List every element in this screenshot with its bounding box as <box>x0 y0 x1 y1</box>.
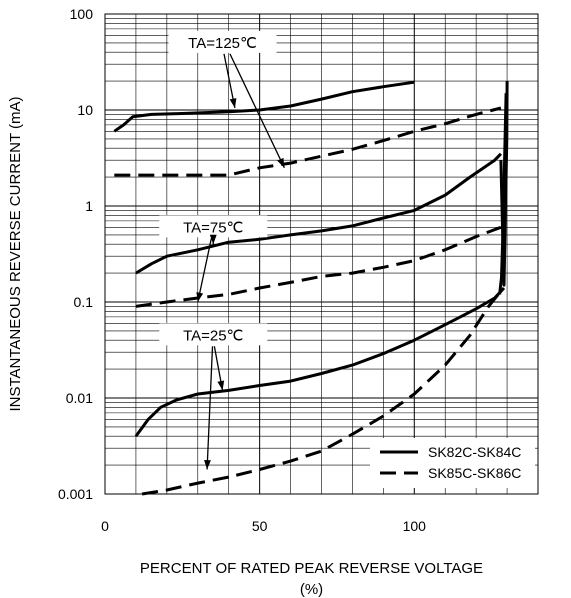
annotation-arrow <box>197 238 213 303</box>
series-line <box>113 80 415 133</box>
arrowhead <box>196 292 204 302</box>
y-axis-label: INSTANTANEOUS REVERSE CURRENT (mA) <box>7 96 24 411</box>
y-tick-label: 10 <box>77 102 93 118</box>
y-tick-label: 0.001 <box>58 486 93 502</box>
series-line <box>134 286 506 438</box>
x-tick-label: 100 <box>403 518 427 534</box>
annotation-bg <box>159 215 268 238</box>
y-tick-label: 1 <box>85 198 93 214</box>
annotation-bg <box>159 323 268 346</box>
arrowhead <box>204 459 211 470</box>
series-line <box>135 152 502 275</box>
y-axis-ticks: 100 10 1 0.1 0.01 0.001 <box>58 6 93 502</box>
x-axis-label: PERCENT OF RATED PEAK REVERSE VOLTAGE <box>140 560 483 577</box>
series-line <box>498 93 508 295</box>
arrowhead <box>209 234 217 245</box>
x-axis-ticks: 0 50 100 <box>101 518 426 534</box>
plot-frame <box>104 13 539 495</box>
arrowhead <box>277 157 285 168</box>
x-tick-label: 0 <box>101 518 109 534</box>
legend-label: SK82C-SK84C <box>428 444 521 460</box>
arrowhead <box>217 380 225 391</box>
y-tick-label: 0.1 <box>74 294 94 310</box>
y-tick-label: 0.01 <box>66 390 93 406</box>
series-line <box>141 290 503 496</box>
legend: SK82C-SK84C SK85C-SK86C <box>370 438 535 488</box>
y-tick-label: 100 <box>70 6 94 22</box>
annotations: TA=125℃ TA=75℃ TA=25℃ <box>159 30 285 470</box>
annotation-arrow <box>206 346 214 470</box>
annotation-label: TA=75℃ <box>183 219 243 236</box>
series-line <box>135 225 502 308</box>
annotation-arrow <box>229 53 285 169</box>
annotation-label: TA=125℃ <box>188 35 257 52</box>
x-tick-label: 50 <box>252 518 268 534</box>
series-line <box>114 106 502 177</box>
data-series <box>113 80 509 496</box>
grid <box>105 14 538 495</box>
arrowhead <box>229 98 237 108</box>
legend-box <box>370 438 535 488</box>
x-axis-unit: (%) <box>300 581 323 598</box>
annotation-label: TA=25℃ <box>183 327 243 344</box>
annotation-bg <box>168 30 277 53</box>
legend-label: SK85C-SK86C <box>428 465 521 481</box>
